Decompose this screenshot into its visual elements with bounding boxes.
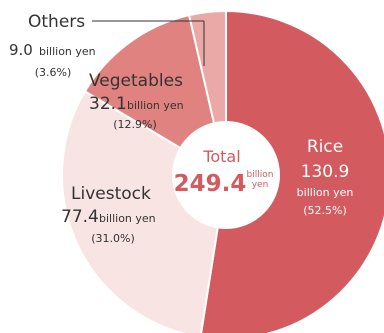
pie-slice-rice [200, 9, 384, 333]
vegetables-label: Vegetables [89, 71, 183, 91]
vegetables-value: 32.1 [89, 94, 127, 114]
others-value: 9.0 [9, 41, 33, 59]
vegetables-unit: billion yen [127, 99, 184, 112]
rice-unit: billion yen [297, 186, 354, 199]
pie-center-hole [172, 121, 280, 229]
center-total-title: Total [202, 147, 240, 166]
others-label: Others [28, 12, 85, 32]
livestock-percent: (31.0%) [91, 232, 135, 245]
others-unit: billion yen [39, 45, 96, 58]
vegetables-percent: (12.9%) [113, 118, 157, 131]
center-total-unit-line2: yen [252, 180, 269, 190]
livestock-unit: billion yen [99, 212, 156, 225]
livestock-label: Livestock [71, 184, 151, 204]
rice-label: Rice [307, 137, 343, 157]
center-total-value: 249.4 [174, 171, 247, 197]
others-percent: (3.6%) [35, 66, 72, 79]
rice-value: 130.9 [301, 162, 350, 182]
rice-percent: (52.5%) [303, 204, 347, 217]
livestock-value: 77.4 [61, 207, 99, 227]
center-total-unit-line1: billion [247, 170, 274, 180]
